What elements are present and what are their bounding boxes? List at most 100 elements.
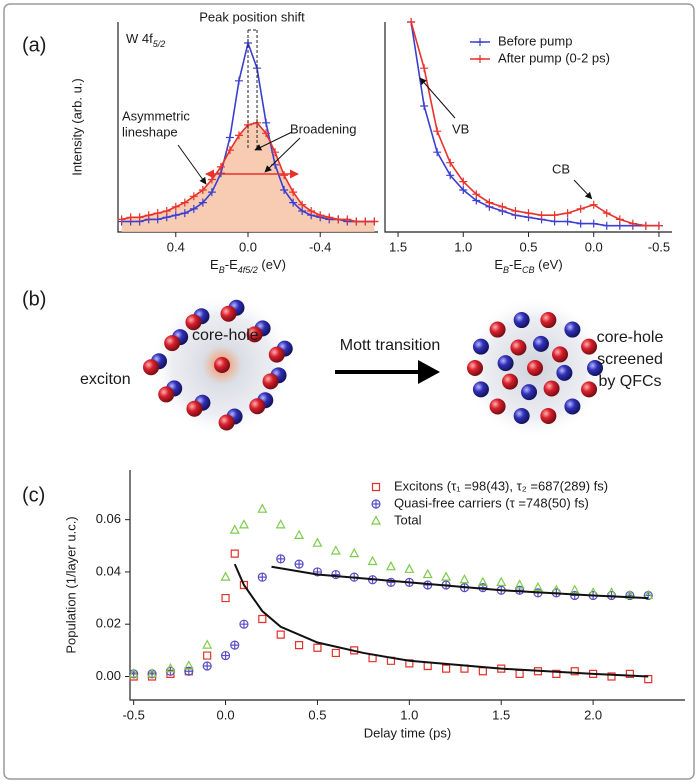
data-point	[624, 589, 635, 600]
data-point	[330, 545, 341, 555]
data-point	[589, 669, 598, 678]
data-point	[459, 186, 468, 194]
hole	[218, 414, 235, 431]
hole	[262, 373, 279, 390]
data-point	[386, 577, 396, 587]
label-part: CB	[522, 265, 535, 275]
x-tick-label: 0.4	[167, 239, 185, 254]
data-point	[511, 207, 520, 215]
x-tick-label: 1.0	[400, 707, 418, 722]
data-point	[313, 643, 322, 652]
data-point	[496, 576, 507, 586]
x-tick-label: -0.5	[122, 707, 144, 722]
data-point	[350, 646, 359, 655]
data-point	[126, 213, 135, 222]
diagram-label: core-hole	[192, 327, 259, 344]
data-point	[422, 568, 433, 579]
data-point	[262, 118, 271, 127]
data-point	[524, 209, 533, 218]
data-point	[189, 192, 198, 201]
data-point	[162, 207, 171, 215]
panel-label: (b)	[22, 288, 46, 310]
data-point	[307, 207, 316, 215]
x-tick-label: -0.5	[648, 239, 670, 254]
label-part: E	[494, 257, 503, 272]
data-point	[441, 571, 452, 581]
hole	[164, 335, 181, 352]
legend-label: Total	[394, 512, 422, 527]
data-point	[654, 221, 663, 230]
hole	[489, 398, 506, 415]
data-point	[361, 217, 370, 226]
annotation-arrow	[254, 131, 293, 151]
data-point	[225, 146, 234, 155]
data-point	[441, 664, 451, 673]
data-point	[117, 215, 126, 224]
data-point	[589, 200, 598, 209]
label-part: 4f5/2	[238, 265, 258, 275]
data-point	[183, 660, 194, 670]
data-point	[385, 560, 396, 571]
electron	[497, 355, 514, 372]
data-point	[220, 571, 231, 581]
x-tick-label: -0.4	[309, 239, 331, 254]
y-tick-label: 0.06	[96, 511, 121, 526]
data-point	[589, 219, 598, 228]
data-point	[459, 177, 468, 186]
data-point	[220, 650, 231, 661]
data-point	[349, 547, 360, 558]
diagram-label: by QFCs	[598, 373, 661, 390]
data-point	[514, 579, 525, 589]
data-point	[446, 171, 455, 180]
series-line	[410, 21, 659, 227]
data-point	[628, 219, 637, 228]
data-point	[257, 503, 268, 513]
annotation-arrow	[419, 77, 456, 119]
data-point	[202, 661, 212, 671]
data-point	[276, 630, 285, 639]
hole	[552, 346, 569, 363]
legend-marker	[371, 499, 381, 509]
x-tick-label: 0.5	[308, 707, 326, 722]
data-point	[275, 519, 286, 529]
data-point	[331, 648, 340, 658]
annotation-arrow	[177, 144, 207, 185]
label-part: B	[219, 265, 225, 275]
data-point	[537, 211, 546, 220]
data-point	[262, 129, 271, 138]
label-part: W 4f	[126, 31, 153, 46]
hole	[581, 381, 598, 398]
data-point	[420, 64, 429, 73]
label-part: (eV)	[535, 257, 563, 272]
data-point	[135, 213, 144, 222]
diagram-label: screened	[597, 351, 663, 368]
x-tick-label: 1.5	[492, 707, 510, 722]
data-point	[367, 555, 378, 566]
data-point	[294, 559, 304, 569]
hole	[510, 339, 527, 356]
data-point	[238, 519, 249, 529]
data-point	[532, 581, 543, 592]
data-point	[280, 186, 289, 194]
annotation: Peak position shift	[199, 9, 305, 24]
data-point	[147, 668, 158, 678]
x-axis-label: EB-ECB (eV)	[494, 257, 562, 275]
data-point	[171, 211, 180, 220]
data-point	[576, 219, 585, 228]
annotation-arrow	[264, 137, 301, 173]
annotation: Broadening	[290, 121, 357, 136]
transition-arrow	[335, 360, 440, 384]
data-point	[602, 209, 611, 218]
data-point	[477, 576, 488, 586]
data-point	[459, 573, 470, 584]
y-tick-label: 0.00	[96, 668, 121, 683]
legend-label: Excitons (τ₁ =98(43), τ₂ =687(289) fs)	[394, 478, 608, 493]
data-point	[128, 668, 139, 678]
electron	[532, 335, 549, 352]
data-point	[312, 537, 323, 547]
annotation: CB	[552, 161, 570, 176]
diagram-label: core-hole	[597, 329, 664, 346]
annotation: W 4f5/2	[126, 31, 165, 49]
data-point	[229, 524, 240, 534]
